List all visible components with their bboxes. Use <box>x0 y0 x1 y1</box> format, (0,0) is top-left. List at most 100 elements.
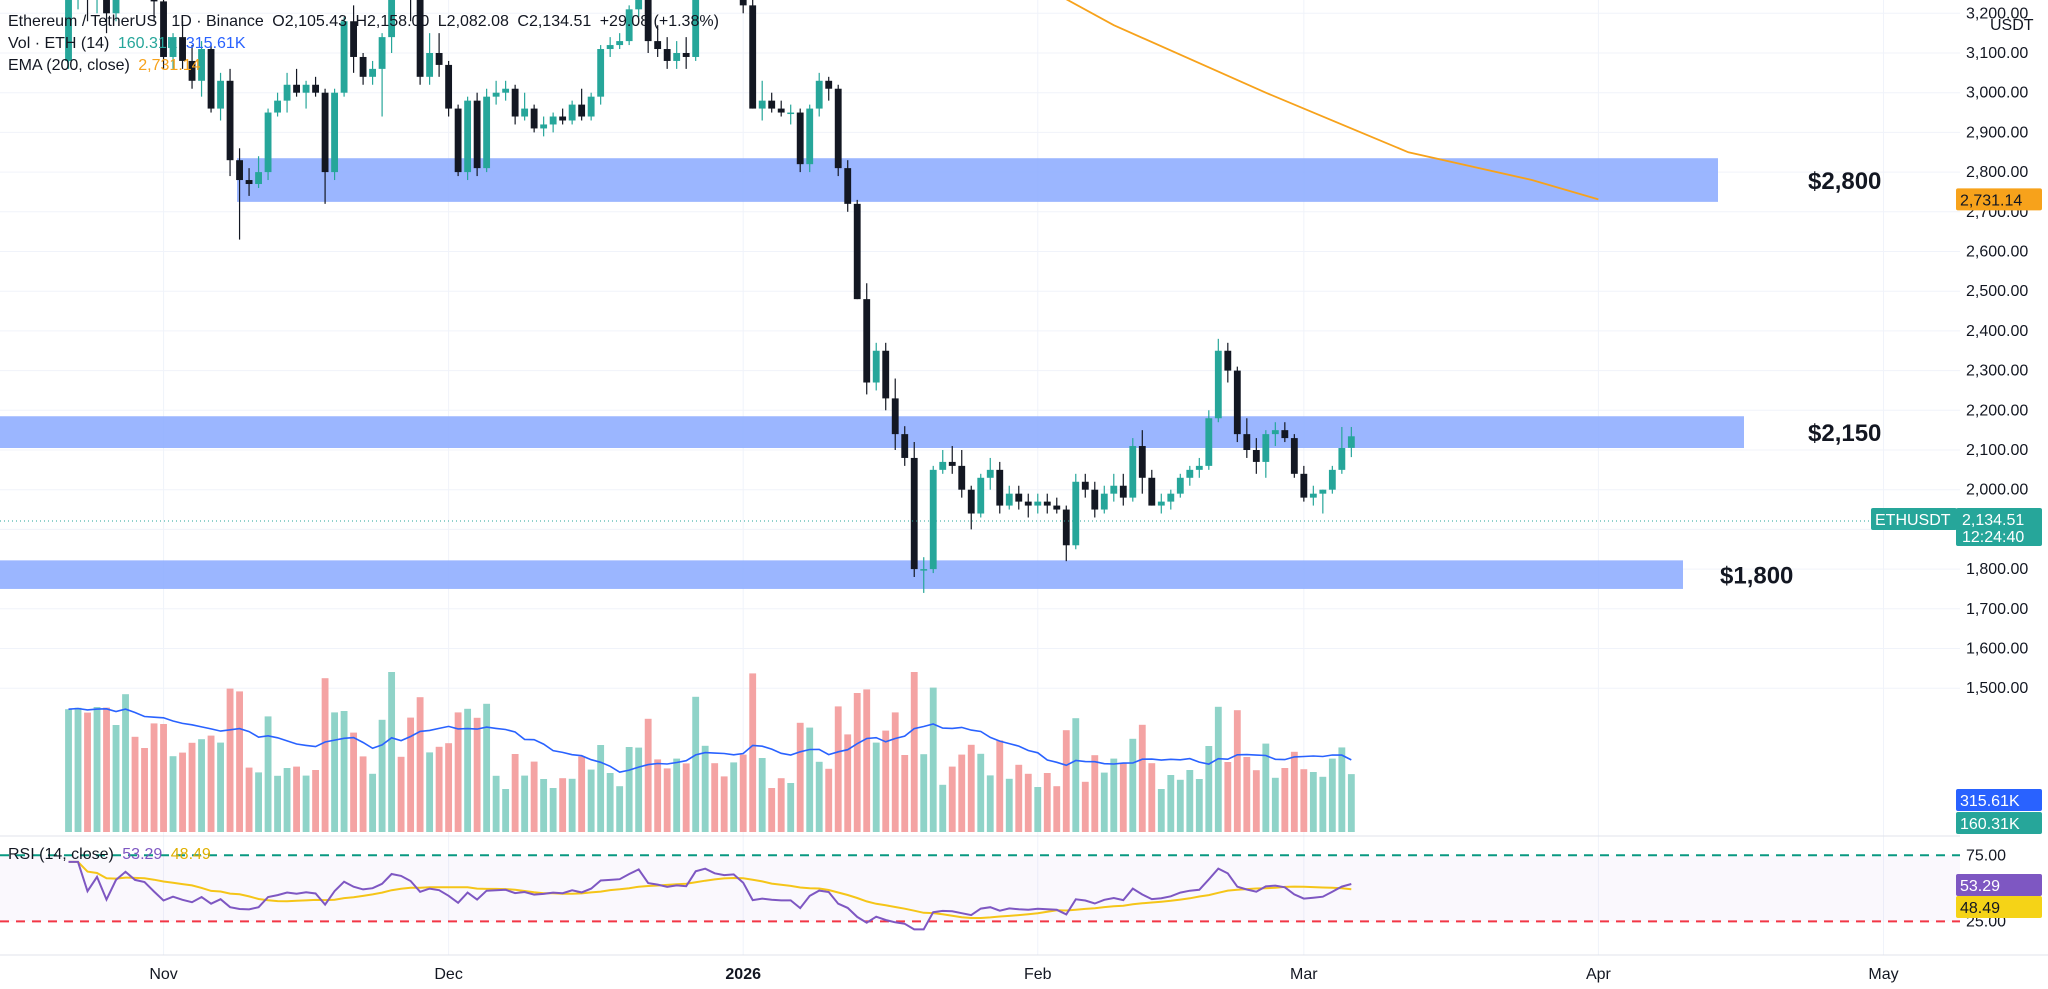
symbol-legend: Ethereum / TetherUS · 1D · Binance O2,10… <box>8 13 723 31</box>
rsi-badge: 53.29 <box>1960 878 2000 895</box>
volume-bar <box>929 687 937 832</box>
volume-bar <box>245 767 253 832</box>
volume-bar <box>720 776 728 832</box>
candle-body <box>682 53 690 57</box>
rsi-ma-badge: 48.49 <box>1960 900 2000 917</box>
time-tick: Mar <box>1290 966 1318 983</box>
volume-bar <box>255 772 262 832</box>
volume-bar <box>1043 773 1051 832</box>
volume-bar <box>1271 777 1279 832</box>
volume-bar <box>1119 763 1127 832</box>
volume-bar <box>217 742 224 832</box>
price-tick: 2,900.00 <box>1966 124 2028 141</box>
volume-bar <box>1110 758 1118 832</box>
volume-bar <box>312 770 320 832</box>
candle-body <box>910 457 918 570</box>
candle-body <box>597 49 605 97</box>
volume-bar <box>131 736 139 832</box>
candle-body <box>179 37 186 61</box>
volume-bar <box>1005 778 1013 832</box>
volume-bar <box>1072 718 1080 832</box>
price-tick: 1,600.00 <box>1966 641 2028 658</box>
candle-body <box>274 100 281 113</box>
candle-body <box>568 104 576 121</box>
candle-body <box>1053 505 1061 510</box>
candle-body <box>1091 489 1099 510</box>
volume-bar <box>226 688 234 832</box>
candle-body <box>929 469 937 570</box>
volume-bar <box>815 761 823 832</box>
volume-bar <box>302 775 310 832</box>
volume-bar <box>521 775 529 832</box>
volume-bar <box>958 754 966 832</box>
volume-bar <box>1214 706 1222 832</box>
volume-bar <box>568 778 576 832</box>
candle-body <box>511 88 519 117</box>
volume-bar <box>644 718 652 832</box>
price-tick: 2,000.00 <box>1966 482 2028 499</box>
price-tick: 2,600.00 <box>1966 244 2028 261</box>
volume-bar <box>901 755 909 832</box>
volume-bar <box>692 696 700 832</box>
candle-body <box>1214 350 1222 419</box>
rsi-badge-bg <box>1956 874 2042 896</box>
volume-value: 160.31K <box>117 35 178 52</box>
candle-body <box>673 53 681 61</box>
volume-bar <box>948 766 956 832</box>
candle-body <box>1205 418 1213 466</box>
volume-legend: Vol · ETH (14) 160.31K 315.61K <box>8 35 249 53</box>
volume-bar <box>122 694 129 832</box>
price-tick: 3,000.00 <box>1966 85 2028 102</box>
volume-bar <box>1243 757 1251 832</box>
rsi-label: RSI (14, close) <box>8 846 114 863</box>
candle-body <box>1233 370 1241 435</box>
volume-bar <box>179 752 186 832</box>
high-value: H2,158.00 <box>355 13 430 30</box>
volume-bar <box>920 754 928 832</box>
volume-bar <box>1347 774 1355 832</box>
volume-bar <box>112 725 120 832</box>
volume-bar <box>730 762 738 832</box>
volume-bar <box>198 739 205 832</box>
volume-bar <box>331 712 339 832</box>
candle-body <box>882 350 890 399</box>
volume-bar <box>758 758 766 832</box>
candle-body <box>1138 446 1146 478</box>
volume-bar <box>1091 755 1099 832</box>
volume-ma-value: 315.61K <box>185 35 246 52</box>
volume-bar <box>1034 787 1042 832</box>
volume-bar <box>1176 779 1184 832</box>
volume-bar <box>397 756 405 832</box>
volume-bar <box>283 768 291 832</box>
volume-bar <box>939 784 947 832</box>
candle-body <box>1271 430 1279 435</box>
low-value: L2,082.08 <box>437 13 509 30</box>
zone-band <box>0 560 1683 589</box>
candle-body <box>1148 477 1156 506</box>
candle-body <box>1015 493 1023 502</box>
volume-bar <box>597 745 605 832</box>
price-tick: 2,500.00 <box>1966 283 2028 300</box>
price-tick: 1,800.00 <box>1966 561 2028 578</box>
candle-body <box>1081 481 1089 490</box>
candle-body <box>825 80 833 89</box>
volume-bar <box>559 778 567 832</box>
candle-body <box>986 469 994 478</box>
candle-body <box>236 160 243 181</box>
candle-body <box>1195 465 1203 470</box>
candle-body <box>796 112 804 165</box>
volume-bar <box>435 746 443 832</box>
time-tick: Nov <box>149 966 177 983</box>
candle-body <box>359 56 367 77</box>
time-tick: 2026 <box>725 966 761 983</box>
ema-200-line <box>1065 0 1599 201</box>
ema-value: 2,731.14 <box>138 57 201 74</box>
rsi-line <box>68 860 1352 931</box>
volume-bar <box>578 756 586 832</box>
volume-bar <box>473 717 481 832</box>
volume-label: Vol · ETH (14) <box>8 35 110 52</box>
volume-ma-badge-bg <box>1956 789 2042 811</box>
candle-body <box>388 0 396 38</box>
close-value: C2,134.51 <box>517 13 592 30</box>
